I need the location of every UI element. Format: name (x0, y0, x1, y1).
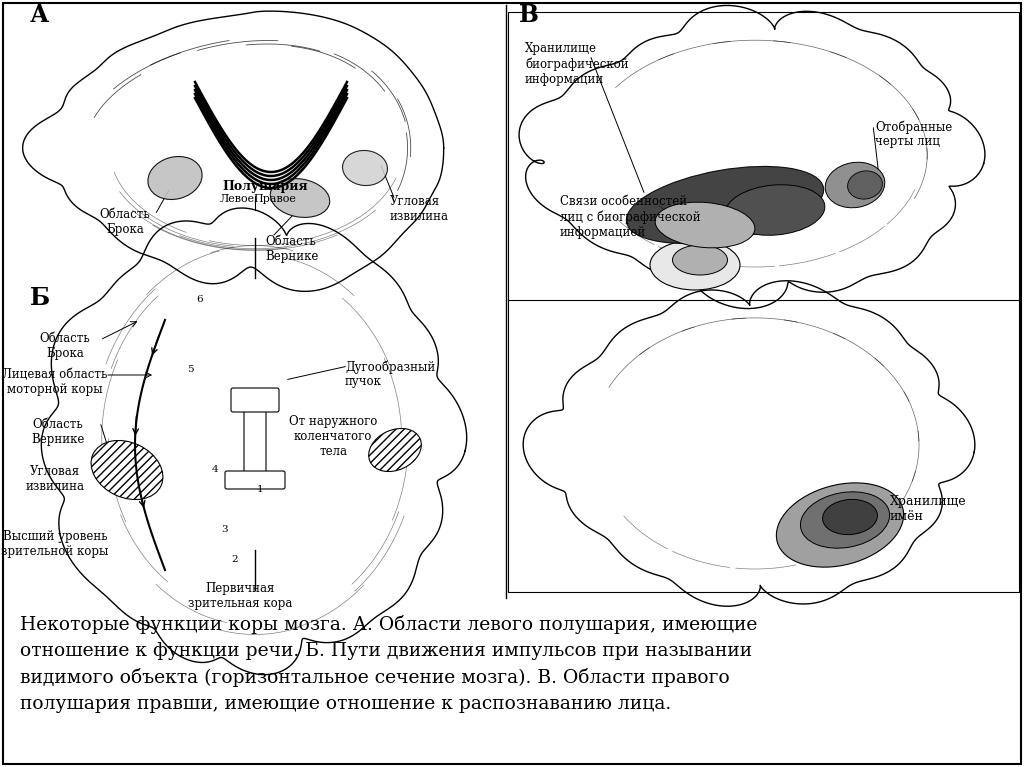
Text: 2: 2 (231, 555, 239, 565)
Bar (508, 12, 1019, 592)
Text: Хранилище
биографической
информации: Хранилище биографической информации (525, 42, 629, 86)
Ellipse shape (655, 202, 755, 248)
Text: Область
Брока: Область Брока (40, 332, 90, 360)
Ellipse shape (270, 179, 330, 217)
Text: Хранилище
имён: Хранилище имён (890, 495, 967, 523)
Text: В: В (519, 3, 539, 27)
Text: Угловая
извилина: Угловая извилина (26, 465, 85, 493)
Ellipse shape (650, 240, 740, 290)
Text: Левое: Левое (219, 194, 255, 204)
Text: Первичная
зрительная кора: Первичная зрительная кора (187, 582, 292, 610)
Text: Область
Вернике: Область Вернике (32, 418, 85, 446)
Ellipse shape (369, 429, 421, 472)
Text: Б: Б (30, 286, 50, 310)
Text: 6: 6 (197, 295, 204, 304)
Ellipse shape (673, 245, 727, 275)
Text: Высший уровень
зрительной коры: Высший уровень зрительной коры (1, 530, 109, 558)
Ellipse shape (776, 483, 903, 567)
Text: Лицевая область
моторной коры: Лицевая область моторной коры (2, 368, 108, 396)
Text: 5: 5 (186, 366, 194, 374)
Text: Полушария: Полушария (222, 180, 308, 193)
Ellipse shape (825, 163, 885, 208)
Ellipse shape (627, 166, 823, 244)
Ellipse shape (801, 492, 890, 548)
Ellipse shape (822, 499, 878, 535)
Ellipse shape (91, 440, 163, 499)
Ellipse shape (848, 171, 883, 199)
Text: Правое: Правое (254, 194, 296, 204)
Text: От наружного
коленчатого
тела: От наружного коленчатого тела (289, 415, 377, 458)
Text: Область
Брока: Область Брока (99, 208, 151, 236)
Text: 3: 3 (221, 525, 228, 535)
Text: А: А (30, 3, 49, 27)
Text: Отобранные
черты лиц: Отобранные черты лиц (874, 120, 952, 149)
Text: Область
Вернике: Область Вернике (265, 235, 318, 263)
Text: Некоторые функции коры мозга. А. Области левого полушария, имеющие
отношение к ф: Некоторые функции коры мозга. А. Области… (20, 615, 758, 713)
FancyBboxPatch shape (244, 402, 266, 488)
Text: Угловая
извилина: Угловая извилина (390, 195, 449, 223)
Ellipse shape (725, 185, 825, 235)
FancyBboxPatch shape (225, 471, 285, 489)
Text: 1: 1 (257, 486, 263, 495)
FancyBboxPatch shape (231, 388, 279, 412)
Text: 4: 4 (212, 466, 218, 475)
Ellipse shape (343, 150, 387, 186)
Text: Дугообразный
пучок: Дугообразный пучок (345, 360, 435, 389)
Text: Связи особенностей
лиц с биографической
информацией: Связи особенностей лиц с биографической … (560, 195, 700, 239)
Ellipse shape (147, 156, 202, 199)
